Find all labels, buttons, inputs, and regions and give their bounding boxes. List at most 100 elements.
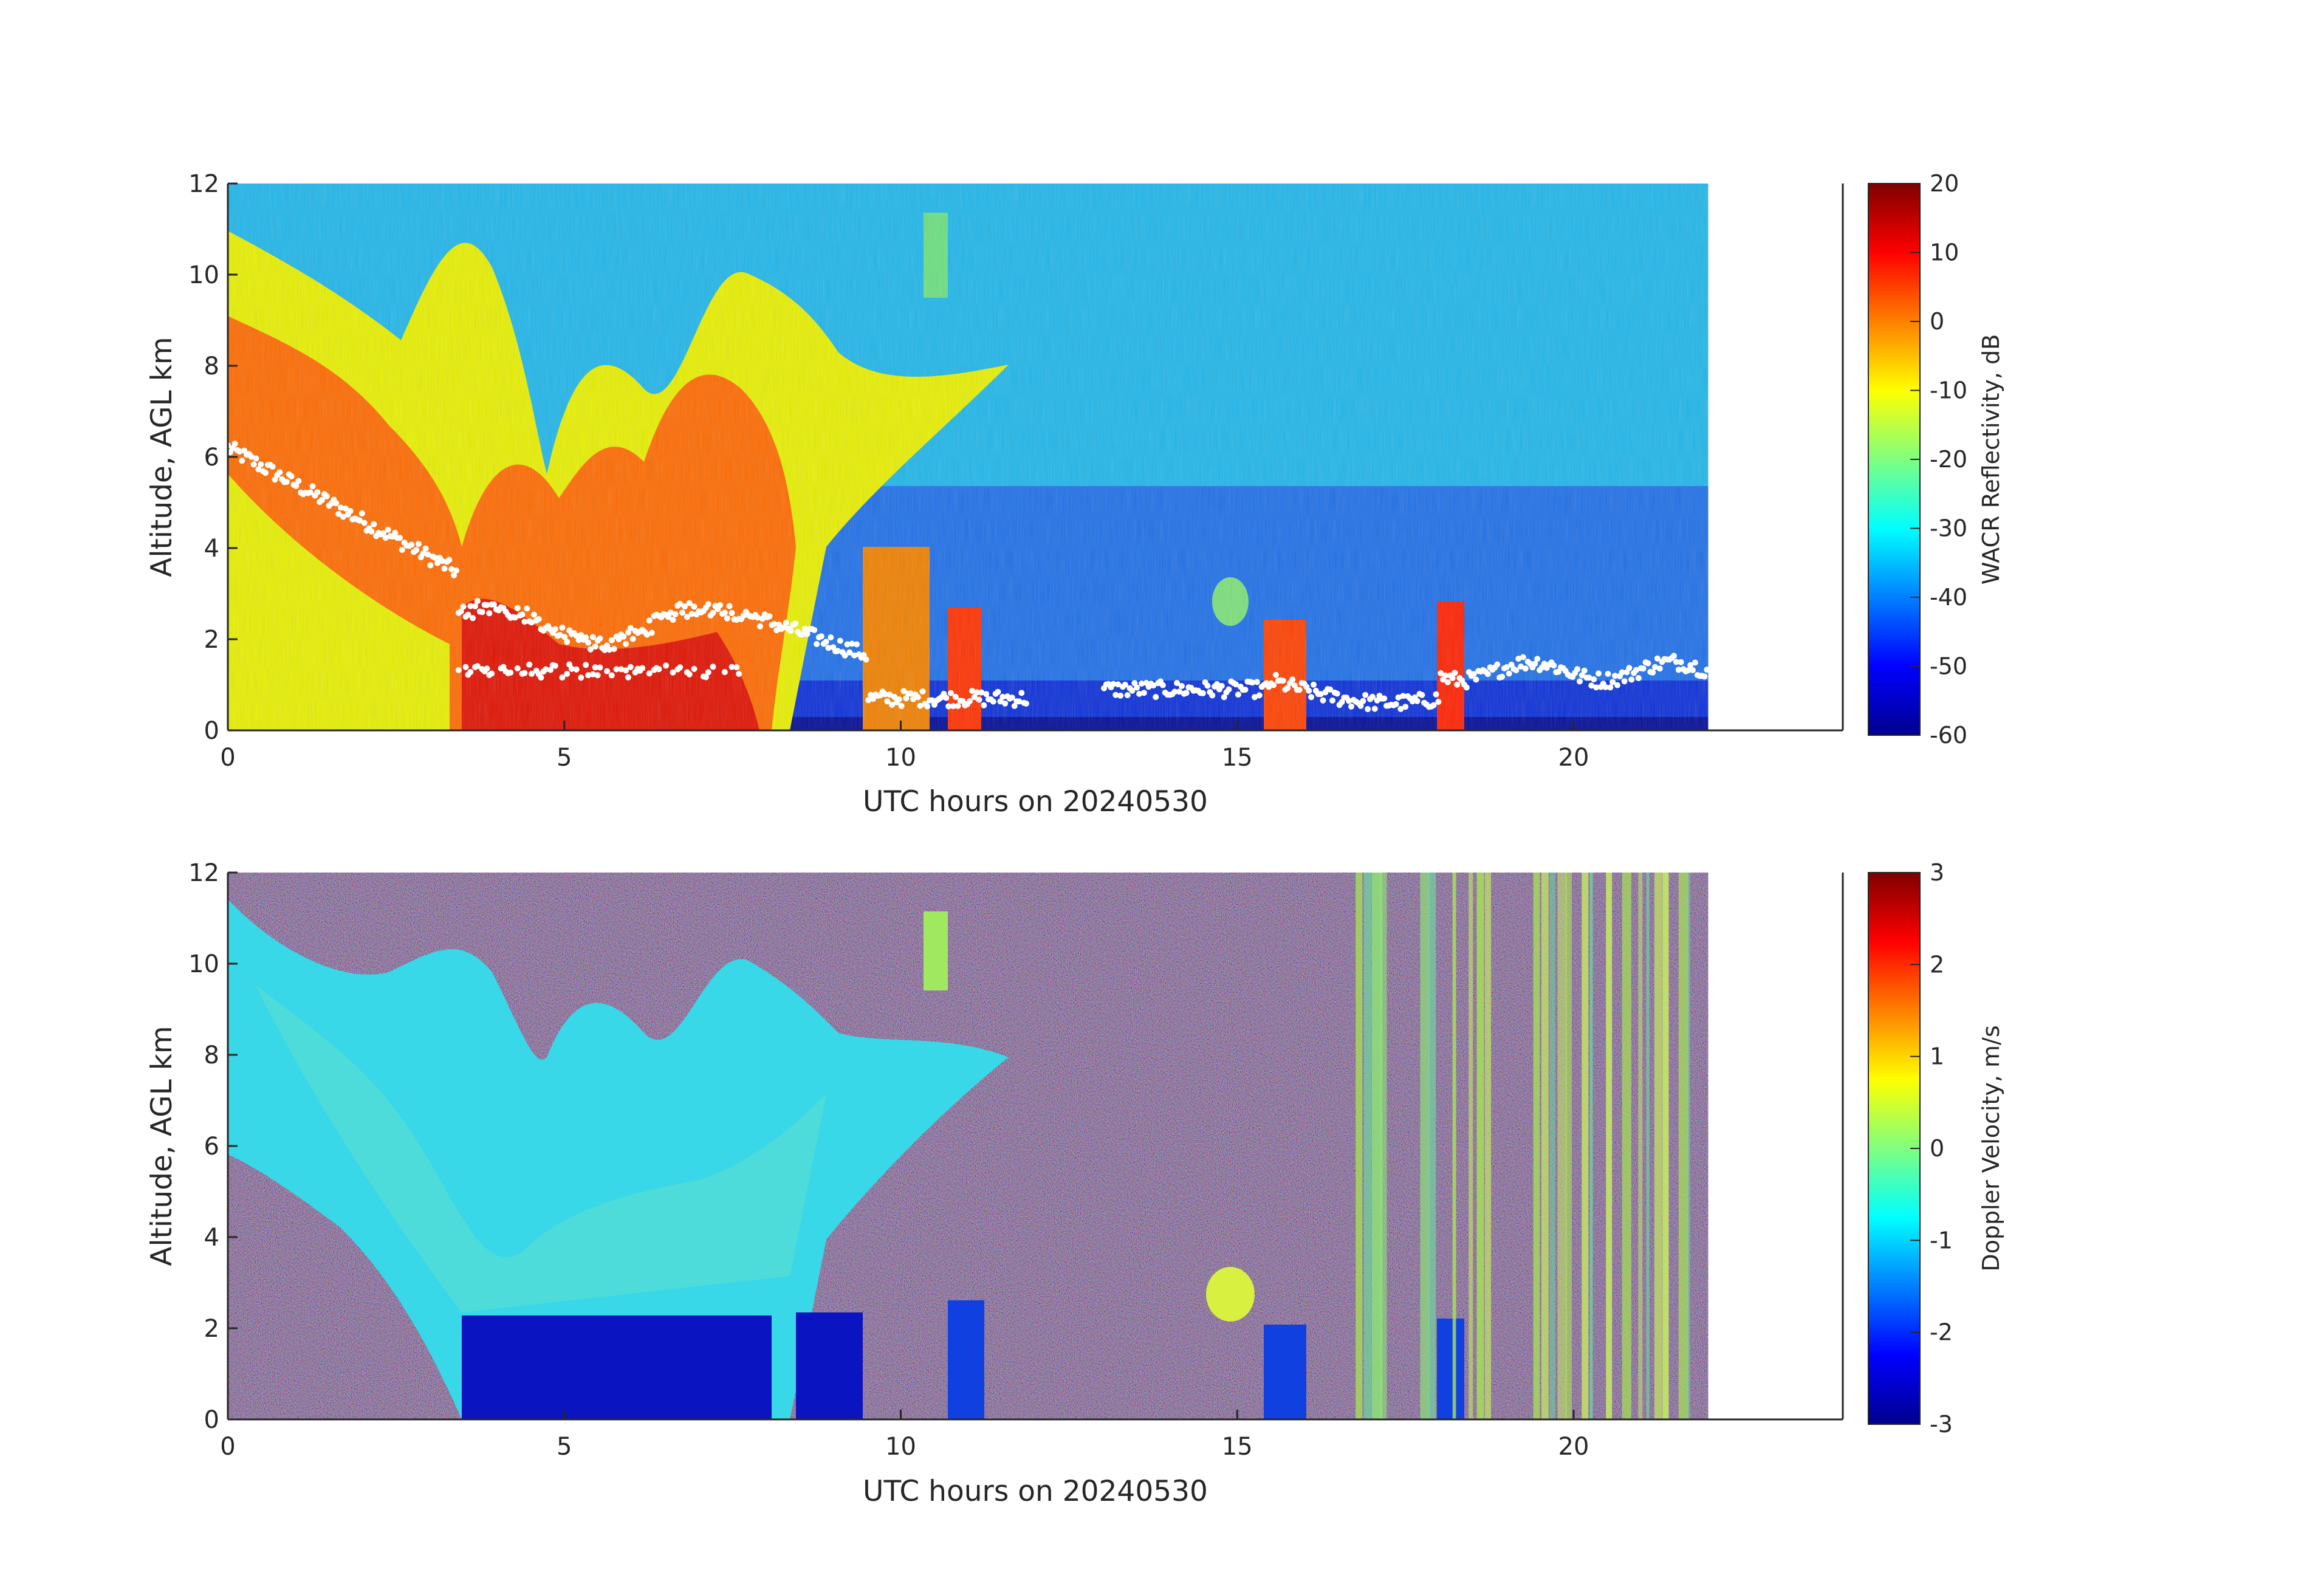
cloud-base-point (981, 702, 987, 708)
x-tick-label: 0 (220, 744, 235, 772)
cloud-base-point (952, 693, 959, 700)
cloud-base-point (385, 526, 391, 533)
cloud-base-point (557, 632, 563, 638)
cloud-base-point (1454, 681, 1461, 688)
cloud-base-point (995, 688, 1001, 695)
cloud-base-point (629, 636, 636, 642)
cloud-base-point (239, 458, 245, 464)
cloud-base-point (371, 521, 377, 527)
cloud-base-point (1614, 682, 1620, 688)
cloud-base-point (1134, 684, 1140, 691)
cloud-base-point (844, 641, 851, 648)
cloud-base-point (705, 601, 711, 608)
cloud-base-point (427, 562, 434, 569)
cloud-base-point (1242, 687, 1249, 693)
cloud-base-point (416, 541, 422, 547)
cloud-base-point (613, 666, 620, 673)
cloud-base-point (1311, 681, 1317, 688)
cloud-base-point (780, 624, 787, 631)
cloud-base-point (589, 671, 596, 677)
doppler-stripe (1363, 873, 1372, 1419)
cloud-base-point (1018, 690, 1025, 696)
cloud-base-point (667, 609, 674, 616)
cloud-base-point (1221, 694, 1227, 701)
cloud-base-point (757, 623, 763, 629)
cloud-base-point (1178, 683, 1185, 689)
cloud-base-point (521, 619, 528, 625)
colorbar-tick-label: -30 (1930, 515, 1967, 542)
cloud-base-point (1327, 686, 1334, 693)
cloud-base-point (262, 470, 269, 476)
x-tick-label: 5 (557, 744, 572, 772)
cloud-base-point (814, 641, 820, 647)
cloud-base-point (978, 689, 985, 696)
doppler-stripe (1469, 873, 1473, 1419)
cloud-base-point (1430, 702, 1437, 708)
cloud-base-point (1270, 682, 1277, 688)
x-tick-label: 15 (1222, 1433, 1253, 1461)
cloud-base-point (1555, 668, 1562, 675)
doppler-stripe (1452, 873, 1456, 1419)
cloud-base-point (530, 611, 537, 618)
cloud-base-point (1442, 672, 1448, 679)
cloud-base-point (1369, 693, 1376, 700)
cloud-base-point (1621, 678, 1628, 685)
cloud-base-point (1117, 692, 1124, 699)
cloud-base-point (967, 698, 973, 704)
x-tick-label: 10 (885, 1433, 916, 1461)
cloud-base-point (1619, 669, 1625, 676)
cloud-base-point (1256, 692, 1263, 699)
doppler-stripes (1356, 873, 1690, 1419)
cloud-base-point (889, 702, 896, 708)
cloud-base-point (627, 625, 634, 631)
cloud-base-point (425, 551, 431, 558)
cloud-base-point (295, 478, 302, 484)
cloud-base-point (288, 473, 295, 479)
cloud-base-point (1016, 698, 1023, 705)
cloud-base-point (474, 663, 481, 670)
cloud-base-point (639, 665, 646, 671)
doppler-precip-cell-c (1264, 1325, 1306, 1419)
cloud-base-point (1306, 687, 1312, 694)
cloud-base-point (1704, 667, 1709, 673)
cloud-base-point (1218, 682, 1225, 689)
cloud-base-point (1499, 673, 1506, 680)
cloud-base-point (1009, 695, 1015, 701)
cloud-base-point (837, 637, 843, 644)
doppler-stripe (1565, 873, 1572, 1419)
cloud-base-point (1690, 667, 1696, 673)
cloud-base-point (358, 510, 365, 516)
cloud-base-point (604, 668, 611, 674)
cloud-base-point (335, 510, 342, 517)
cloud-base-point (474, 598, 481, 605)
cloud-base-point (448, 566, 455, 572)
cloud-base-point (726, 603, 733, 609)
cloud-base-point (585, 639, 592, 646)
colorbar-tick-label: 1 (1930, 1043, 1944, 1070)
doppler-precip-cell-a (796, 1312, 863, 1419)
cloud-base-point (1414, 698, 1421, 704)
cloud-base-point (736, 671, 742, 677)
cloud-base-point (1122, 681, 1128, 688)
cloud-base-point (484, 665, 490, 672)
cloud-base-point (1374, 697, 1380, 704)
cloud-base-point (1513, 667, 1520, 674)
cloud-base-point (686, 600, 693, 606)
cloud-base-point (1002, 700, 1009, 707)
cloud-base-point (231, 441, 238, 447)
cloud-base-point (1252, 694, 1258, 701)
cloud-base-point (1159, 682, 1166, 688)
cloud-base-point (823, 639, 829, 645)
cloud-base-point (1176, 688, 1182, 695)
cloud-base-point (1183, 690, 1190, 696)
doppler-stripe (1654, 873, 1662, 1419)
cloud-base-point (971, 694, 978, 701)
cloud-base-point (1685, 667, 1692, 674)
doppler-stripe (1484, 873, 1492, 1419)
cloud-base-point (990, 698, 996, 705)
cloud-base-point (1678, 659, 1684, 665)
cloud-base-point (950, 703, 956, 710)
cloud-base-point (1174, 680, 1181, 687)
reflectivity-no-data (1708, 184, 1709, 730)
cloud-base-point (1640, 665, 1647, 672)
